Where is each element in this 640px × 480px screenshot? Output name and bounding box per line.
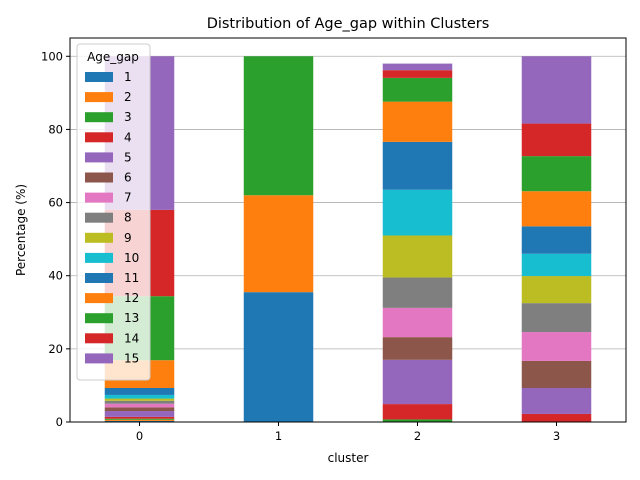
legend-title: Age_gap — [87, 50, 139, 64]
bar-segment-cluster-3-age-gap-8 — [521, 303, 592, 333]
bar-segment-cluster-3-age-gap-6 — [521, 360, 592, 388]
legend-label: 8 — [124, 211, 132, 225]
legend-label: 11 — [124, 271, 139, 285]
bar-segment-cluster-0-age-gap-8 — [104, 400, 175, 404]
legend-label: 9 — [124, 231, 132, 245]
legend-swatch — [85, 172, 113, 183]
legend-label: 14 — [124, 331, 139, 345]
x-axis-ticks: 0 1 2 3 — [136, 422, 560, 443]
bar-segment-cluster-3-age-gap-4 — [521, 413, 592, 422]
legend-label: 15 — [124, 351, 139, 365]
legend-label: 6 — [124, 171, 132, 185]
legend-swatch — [85, 72, 113, 82]
bar-segment-cluster-3-age-gap-7 — [521, 332, 592, 361]
chart-title: Distribution of Age_gap within Clusters — [207, 16, 490, 32]
y-tick-label: 100 — [41, 49, 63, 63]
legend-swatch — [85, 132, 113, 143]
y-axis-ticks: 0 20 40 60 80 100 — [41, 49, 70, 429]
y-tick-label: 20 — [48, 342, 63, 356]
legend-label: 2 — [124, 90, 132, 104]
bar-segment-cluster-2-age-gap-13 — [382, 77, 453, 102]
bar-segment-cluster-3-age-gap-9 — [521, 276, 592, 304]
legend-label: 1 — [124, 70, 132, 84]
bar-segment-cluster-2-age-gap-12 — [382, 101, 453, 142]
y-tick-label: 40 — [48, 269, 63, 283]
bar-segment-cluster-1-age-gap-1 — [243, 292, 314, 422]
bar-segment-cluster-2-age-gap-4 — [382, 404, 453, 420]
bar-segment-cluster-2-age-gap-10 — [382, 189, 453, 236]
bar-segment-cluster-0-age-gap-4 — [104, 416, 175, 419]
legend-label: 5 — [124, 150, 132, 164]
bar-segment-cluster-0-age-gap-2 — [104, 419, 175, 421]
bar-segment-cluster-2-age-gap-9 — [382, 235, 453, 278]
legend-swatch — [85, 92, 113, 103]
bar-segment-cluster-3-age-gap-15 — [521, 56, 592, 124]
legend-swatch — [85, 313, 113, 324]
bar-segment-cluster-3-age-gap-12 — [521, 191, 592, 227]
bar-segment-cluster-2-age-gap-3 — [382, 419, 453, 422]
legend-swatch — [85, 293, 113, 304]
x-tick-label: 0 — [136, 429, 143, 443]
bar-segment-cluster-3-age-gap-5 — [521, 387, 592, 414]
bar-segment-cluster-1-age-gap-3 — [243, 56, 314, 196]
bar-segment-cluster-1-age-gap-2 — [243, 195, 314, 293]
legend-swatch — [85, 273, 113, 283]
bar-segment-cluster-0-age-gap-7 — [104, 403, 175, 408]
bar-segment-cluster-2-age-gap-14 — [382, 70, 453, 78]
bar-segment-cluster-0-age-gap-10 — [104, 394, 175, 399]
bar-segment-cluster-0-age-gap-11 — [104, 387, 175, 395]
bar-segment-cluster-0-age-gap-6 — [104, 407, 175, 412]
bar-segment-cluster-3-age-gap-13 — [521, 156, 592, 192]
bar-segment-cluster-3-age-gap-14 — [521, 123, 592, 157]
legend-swatch — [85, 232, 113, 243]
bar-segment-cluster-3-age-gap-10 — [521, 253, 592, 277]
y-axis-label: Percentage (%) — [14, 184, 28, 276]
legend-swatch — [85, 353, 113, 364]
x-tick-label: 2 — [414, 429, 421, 443]
legend-label: 12 — [124, 291, 139, 305]
legend-label: 3 — [124, 110, 132, 124]
legend-label: 4 — [124, 130, 132, 144]
legend-label: 10 — [124, 251, 139, 265]
legend-swatch — [85, 252, 113, 263]
bar-segment-cluster-0-age-gap-3 — [104, 418, 175, 420]
bar-segment-cluster-2-age-gap-11 — [382, 141, 453, 190]
bar-segment-cluster-3-age-gap-11 — [521, 226, 592, 254]
y-tick-label: 60 — [48, 196, 63, 210]
bar-segment-cluster-0-age-gap-5 — [104, 411, 175, 417]
legend-swatch — [85, 192, 113, 203]
x-tick-label: 1 — [275, 429, 282, 443]
x-tick-label: 3 — [553, 429, 560, 443]
bars — [104, 56, 592, 422]
bar-segment-cluster-2-age-gap-8 — [382, 277, 453, 308]
bar-segment-cluster-2-age-gap-7 — [382, 307, 453, 338]
legend-label: 13 — [124, 311, 139, 325]
y-tick-label: 80 — [48, 122, 63, 136]
bar-segment-cluster-2-age-gap-6 — [382, 337, 453, 360]
legend-swatch — [85, 112, 113, 123]
bar-segment-cluster-0-age-gap-1 — [104, 420, 175, 422]
legend-swatch — [85, 333, 113, 344]
x-axis-label: cluster — [328, 451, 369, 465]
bar-segment-cluster-2-age-gap-15 — [382, 63, 453, 71]
legend-label: 7 — [124, 191, 132, 205]
y-tick-label: 0 — [56, 415, 63, 429]
plot-area — [69, 37, 627, 423]
bar-segment-cluster-0-age-gap-9 — [104, 398, 175, 401]
bar-segment-cluster-2-age-gap-5 — [382, 359, 453, 405]
legend-swatch — [85, 212, 113, 223]
legend-swatch — [85, 152, 113, 163]
